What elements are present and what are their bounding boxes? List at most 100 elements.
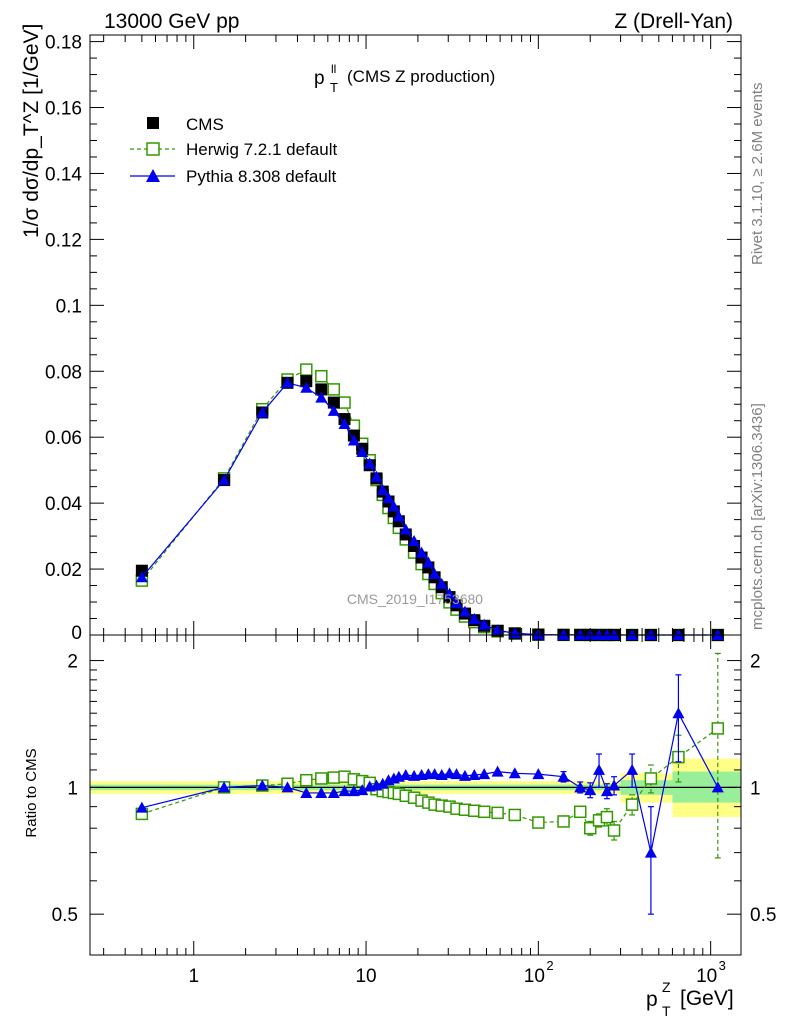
pythia-ratio-point: [256, 779, 269, 791]
xlabel-sub: T: [662, 1003, 671, 1019]
legend-pythia-label: Pythia 8.308 default: [186, 167, 337, 186]
main-y-tick-label: 0.04: [45, 494, 82, 515]
ratio-y-tick-label-right: 0.5: [750, 905, 776, 926]
xlabel-p: p: [646, 988, 658, 1011]
pythia-point: [468, 612, 481, 624]
pythia-point: [644, 628, 657, 640]
pythia-point: [382, 492, 395, 504]
ratio-y-tick-label: 2: [67, 652, 78, 673]
pythia-point: [458, 605, 471, 617]
pythia-ratio-point: [135, 801, 148, 813]
pythia-ratio-point: [356, 784, 369, 796]
herwig-ratio-point: [327, 771, 341, 784]
pythia-point: [347, 434, 360, 446]
legend-pythia-marker: [146, 169, 160, 182]
pythia-point: [422, 556, 435, 568]
pythia-point: [376, 483, 389, 495]
pythia-ratio-point: [376, 777, 389, 789]
herwig-ratio-point: [315, 772, 328, 785]
herwig-point: [338, 396, 351, 409]
herwig-ratio-point: [300, 773, 313, 787]
main-title-p: p: [314, 68, 325, 89]
pythia-ratio-point: [315, 786, 328, 798]
pythia-ratio-point: [458, 769, 471, 781]
herwig-ratio-point: [625, 798, 639, 811]
xlabel-sup: Z: [662, 979, 671, 995]
herwig-ratio-point: [557, 815, 570, 828]
main-y-tick-label: 0.08: [45, 362, 82, 383]
header-right: Z (Drell-Yan): [614, 10, 733, 33]
pythia-point: [281, 376, 294, 388]
legend-cms-marker: [147, 117, 159, 129]
pythia-ratio-point: [450, 768, 463, 780]
x-tick-label: 10: [524, 966, 545, 987]
pythia-point: [593, 628, 606, 640]
herwig-ratio-point: [600, 810, 614, 824]
herwig-ratio-point: [508, 808, 522, 822]
main-ylabel: 1/σ dσ/dp_T^Z [1/GeV]: [20, 24, 43, 238]
cms-point: [315, 383, 328, 396]
pythia-point: [370, 470, 383, 482]
pythia-ratio-point: [557, 770, 570, 782]
pythia-point: [557, 628, 570, 640]
pythia-ratio-point: [672, 707, 685, 719]
pythia-point: [135, 571, 148, 583]
ratio-ylabel: Ratio to CMS: [23, 748, 40, 837]
pythia-point: [399, 523, 412, 535]
pythia-point: [672, 628, 685, 640]
herwig-ratio-point: [491, 806, 504, 820]
herwig-ratio-point: [607, 824, 621, 837]
herwig-point: [315, 369, 328, 383]
pythia-ratio-point: [626, 763, 639, 775]
legend-cms-label: CMS: [186, 115, 224, 134]
main-y-tick-label: 0.06: [45, 428, 82, 449]
ratio-y-tick-label-right: 1: [750, 778, 761, 799]
pythia-ratio-point: [584, 784, 597, 796]
pythia-ratio-point: [608, 779, 621, 791]
pythia-ratio-point: [281, 781, 294, 793]
herwig-ratio-point: [583, 821, 597, 835]
herwig-ratio-point: [477, 805, 491, 819]
x-tick-label: 10: [355, 966, 376, 987]
pythia-point: [327, 404, 340, 416]
pythia-point: [256, 406, 269, 418]
pythia-point: [711, 628, 724, 640]
pythia-point: [408, 535, 421, 547]
main-ylabel-text: 1/σ dσ/dp_T^Z [1/GeV]: [20, 24, 43, 238]
main-y-tick-label: 0.12: [45, 230, 82, 251]
herwig-ratio-point: [573, 805, 587, 819]
pythia-ratio-point: [593, 763, 606, 775]
main-y-tick-label: 0.14: [45, 164, 82, 185]
watermark: CMS_2019_I1753680: [347, 591, 483, 607]
pythia-ratio-point: [600, 785, 613, 797]
legend-herwig-label: Herwig 7.2.1 default: [186, 140, 337, 159]
ratio-frame: [89, 634, 742, 956]
x-tick-label-exp: 3: [719, 958, 726, 973]
herwig-ratio-point: [644, 772, 658, 785]
main-title-rest: (CMS Z production): [347, 67, 495, 86]
pythia-point: [363, 457, 376, 469]
mcplots-label: mcplots.cern.ch [arXiv:1306.3436]: [749, 403, 766, 630]
pythia-ratio-point: [428, 768, 441, 780]
header-left: 13000 GeV pp: [104, 10, 239, 33]
ratio-y-tick-label: 0.5: [52, 905, 78, 926]
pythia-ratio-point: [338, 785, 351, 797]
pythia-point: [435, 577, 448, 589]
pythia-ratio-point: [218, 781, 231, 793]
herwig-point: [327, 383, 341, 396]
pythia-point: [356, 446, 369, 458]
pythia-ratio-point: [491, 765, 504, 777]
pythia-ratio-point: [574, 781, 587, 793]
pythia-point: [608, 628, 621, 640]
pythia-point: [218, 474, 231, 486]
pythia-point: [450, 597, 463, 609]
main-title: p T ll (CMS Z production): [314, 62, 495, 95]
x-tick-label-exp: 2: [546, 958, 553, 973]
pythia-ratio-point: [347, 785, 360, 797]
pythia-ratio-point: [711, 781, 724, 793]
herwig-ratio-point: [532, 816, 545, 829]
rivet-label: Rivet 3.1.10, ≥ 2.6M events: [749, 83, 766, 266]
cms-point: [300, 375, 313, 388]
ratio-y-tick-label-right: 2: [750, 652, 761, 673]
